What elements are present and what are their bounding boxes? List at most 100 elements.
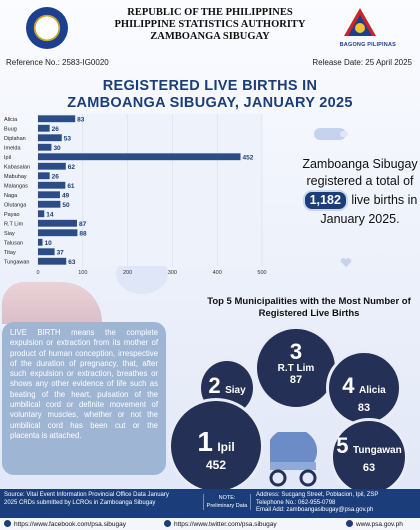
rank-5: 5	[336, 433, 349, 458]
name-3: R.T Lim	[277, 363, 315, 374]
release-date: Release Date: 25 April 2025	[312, 58, 412, 67]
category-label: Diplahan	[4, 136, 26, 142]
category-label: Ipil	[4, 155, 11, 161]
category-label: Tungawan	[4, 259, 29, 265]
name-4: Alicia	[359, 385, 386, 396]
bar	[38, 257, 67, 265]
bar	[38, 181, 66, 189]
name-5: Tungawan	[353, 445, 402, 456]
reference-row: Reference No.: 2583-IG0020 Release Date:…	[0, 58, 420, 70]
footer-links: https://www.facebook.com/psa.sibugay htt…	[0, 518, 420, 530]
x-tick-label: 100	[78, 270, 87, 276]
category-label: R.T Lim	[4, 221, 24, 227]
definition-box: LIVE BIRTH means the complete expulsion …	[2, 322, 166, 475]
name-2: Siay	[225, 385, 246, 396]
bar	[38, 124, 50, 132]
twitter-icon	[164, 520, 171, 527]
data-label: 87	[79, 221, 87, 228]
data-label: 49	[62, 192, 70, 199]
data-label: 63	[68, 259, 76, 266]
globe-icon	[346, 520, 353, 527]
bar	[38, 162, 66, 170]
data-label: 50	[62, 202, 70, 209]
x-tick-label: 200	[123, 270, 132, 276]
data-label: 83	[77, 116, 85, 123]
category-label: Olutanga	[4, 202, 27, 208]
value-4: 83	[357, 402, 371, 414]
psa-logo	[26, 7, 68, 49]
twitter-link-wrap[interactable]: https://www.twitter.com/psa.sibugay	[164, 520, 277, 528]
bar	[38, 210, 45, 218]
top5-circle-5: 5 Tungawan 63	[330, 418, 408, 496]
title-line-1: REGISTERED LIVE BIRTHS IN	[102, 78, 318, 94]
data-label: 37	[57, 249, 65, 256]
bar	[38, 115, 76, 123]
twitter-link[interactable]: https://www.twitter.com/psa.sibugay	[174, 521, 277, 528]
summary-after: live births in January 2025.	[320, 193, 418, 226]
data-label: 10	[44, 240, 52, 247]
top5-circle-1: 1 Ipil 452	[168, 398, 264, 494]
x-tick-label: 500	[257, 270, 266, 276]
reference-number: Reference No.: 2583-IG0020	[6, 58, 109, 67]
bar	[38, 200, 61, 208]
website-link-wrap[interactable]: www.psa.gov.ph	[346, 520, 403, 528]
x-tick-label: 400	[213, 270, 222, 276]
top5-circle-3: 3 R.T Lim 87	[254, 326, 338, 410]
data-label: 62	[68, 164, 76, 171]
value-1: 452	[205, 458, 227, 472]
address: Address: Sucgang Street, Poblacion, Ipil…	[256, 492, 379, 498]
bar	[38, 248, 55, 256]
category-label: Buug	[4, 126, 17, 132]
bar	[38, 172, 50, 180]
footer: Source: Vital Event Information Provinci…	[0, 489, 420, 530]
header-title: REPUBLIC OF THE PHILIPPINES PHILIPPINE S…	[90, 7, 330, 43]
bagong-pilipinas-logo	[344, 8, 376, 36]
category-label: Imelda	[4, 145, 21, 151]
rank-1: 1	[197, 426, 213, 457]
facebook-icon	[4, 520, 11, 527]
facebook-link[interactable]: https://www.facebook.com/psa.sibugay	[14, 521, 127, 528]
category-label: Kabasalan	[4, 164, 30, 170]
bar-chart-svg: 0 100 200 300 400 500 Alicia 83 Buug 26 Diplahan 53…	[4, 114, 267, 276]
value-3: 87	[289, 374, 303, 386]
stroller-icon	[269, 432, 318, 487]
data-label: 26	[52, 126, 60, 133]
plot-area	[38, 114, 262, 266]
top5-circle-4: 4 Alicia 83	[326, 350, 402, 426]
value-5: 63	[362, 462, 376, 474]
website-link[interactable]: www.psa.gov.ph	[356, 521, 403, 528]
category-label: Mabuhay	[4, 174, 27, 180]
bagong-pilipinas-label: BAGONG PILIPINAS	[339, 42, 396, 48]
category-label: Talusan	[4, 240, 23, 246]
page-title: REGISTERED LIVE BIRTHS IN ZAMBOANGA SIBU…	[40, 78, 380, 112]
data-label: 26	[52, 173, 60, 180]
bar	[38, 143, 52, 151]
bar	[38, 219, 77, 227]
summary-text: Zamboanga Sibugay registered a total of …	[300, 156, 420, 228]
data-label: 30	[53, 145, 61, 152]
data-label: 53	[64, 135, 72, 142]
summary-before: Zamboanga Sibugay registered a total of	[302, 157, 418, 188]
name-1: Ipil	[217, 440, 235, 454]
top5-title: Top 5 Municipalities with the Most Numbe…	[207, 296, 411, 319]
bar-chart: 0 100 200 300 400 500 Alicia 83 Buug 26 Diplahan 53…	[0, 110, 270, 280]
bar	[38, 238, 43, 246]
title-line-2: ZAMBOANGA SIBUGAY, JANUARY 2025	[67, 95, 353, 111]
data-label: 452	[242, 154, 253, 161]
category-label: Titay	[4, 250, 16, 256]
bar	[38, 229, 78, 237]
category-label: Malangas	[4, 183, 28, 189]
total-badge: 1,182	[302, 190, 348, 211]
header: REPUBLIC OF THE PHILIPPINES PHILIPPINE S…	[0, 0, 420, 56]
data-label: 88	[79, 230, 87, 237]
email: Email Add: zamboangasibugay@psa.gov.ph	[256, 507, 374, 513]
rank-2: 2	[208, 373, 221, 398]
rank-3: 3	[289, 339, 303, 364]
facebook-link-wrap[interactable]: https://www.facebook.com/psa.sibugay	[4, 520, 126, 528]
x-tick-label: 300	[168, 270, 177, 276]
org-line-2: PHILIPPINE STATISTICS AUTHORITY	[114, 19, 306, 30]
category-label: Siay	[4, 231, 15, 237]
telephone: Telephone No.: 062-955-0798	[256, 499, 336, 506]
category-label: Alicia	[4, 117, 18, 123]
baby-bottle-icon	[314, 128, 348, 140]
